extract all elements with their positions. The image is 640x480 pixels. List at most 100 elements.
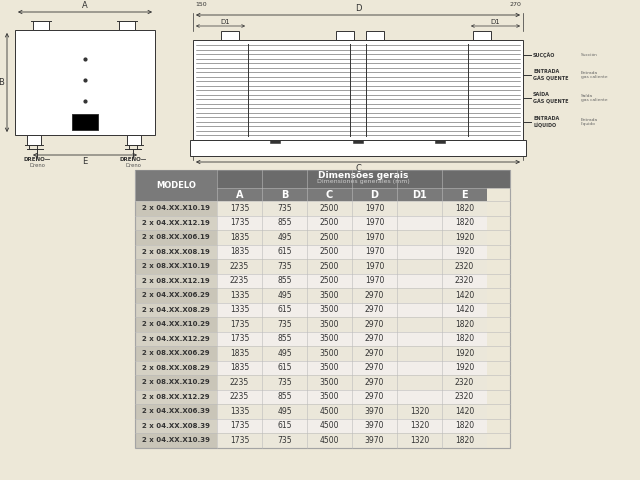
Text: 4500: 4500 bbox=[320, 407, 339, 416]
Text: 1820: 1820 bbox=[455, 204, 474, 213]
Text: 735: 735 bbox=[277, 320, 292, 329]
Bar bbox=[307, 302, 352, 317]
Text: 2970: 2970 bbox=[365, 305, 384, 314]
Bar bbox=[442, 389, 487, 404]
Text: 2970: 2970 bbox=[365, 291, 384, 300]
Text: 2 x 08.XX.X12.29: 2 x 08.XX.X12.29 bbox=[142, 394, 210, 400]
Bar bbox=[352, 201, 397, 216]
Bar bbox=[352, 216, 397, 230]
Bar bbox=[217, 244, 262, 259]
Bar bbox=[473, 31, 491, 40]
Text: 3500: 3500 bbox=[320, 363, 339, 372]
Text: 1420: 1420 bbox=[455, 291, 474, 300]
Text: 735: 735 bbox=[277, 378, 292, 387]
Bar bbox=[217, 259, 262, 274]
Bar bbox=[352, 360, 397, 375]
Text: 1735: 1735 bbox=[230, 218, 249, 227]
Text: 495: 495 bbox=[277, 233, 292, 242]
Text: 2 x 04.XX.X08.39: 2 x 04.XX.X08.39 bbox=[142, 423, 210, 429]
Bar bbox=[336, 31, 354, 40]
Text: 2 x 04.XX.X06.29: 2 x 04.XX.X06.29 bbox=[142, 292, 210, 298]
Bar bbox=[442, 201, 487, 216]
Bar bbox=[135, 404, 217, 419]
Text: 1820: 1820 bbox=[455, 334, 474, 343]
Bar bbox=[217, 433, 262, 447]
Bar bbox=[307, 346, 352, 360]
Text: 2970: 2970 bbox=[365, 349, 384, 358]
Bar bbox=[397, 389, 442, 404]
Text: 1820: 1820 bbox=[455, 218, 474, 227]
Bar bbox=[262, 259, 307, 274]
Bar bbox=[135, 216, 217, 230]
Text: 735: 735 bbox=[277, 204, 292, 213]
Bar bbox=[135, 375, 217, 389]
Bar bbox=[352, 259, 397, 274]
Text: 1835: 1835 bbox=[230, 363, 249, 372]
Bar bbox=[352, 346, 397, 360]
Bar bbox=[217, 419, 262, 433]
Text: 495: 495 bbox=[277, 349, 292, 358]
Bar bbox=[217, 389, 262, 404]
Text: 1820: 1820 bbox=[455, 436, 474, 445]
Bar bbox=[397, 332, 442, 346]
Text: Dreno: Dreno bbox=[125, 163, 141, 168]
Bar bbox=[262, 360, 307, 375]
Bar bbox=[262, 230, 307, 244]
Bar bbox=[435, 140, 445, 143]
Bar bbox=[217, 188, 262, 201]
Text: 2 x 08.XX.X10.29: 2 x 08.XX.X10.29 bbox=[142, 379, 210, 385]
Text: A: A bbox=[82, 1, 88, 10]
Bar bbox=[307, 360, 352, 375]
Text: MODELO: MODELO bbox=[156, 181, 196, 190]
Bar bbox=[135, 170, 217, 201]
Bar bbox=[262, 389, 307, 404]
Text: DRENO—: DRENO— bbox=[120, 157, 147, 162]
Text: 1835: 1835 bbox=[230, 233, 249, 242]
Bar bbox=[135, 433, 217, 447]
Bar bbox=[135, 302, 217, 317]
Text: 1970: 1970 bbox=[365, 262, 384, 271]
Text: 1835: 1835 bbox=[230, 349, 249, 358]
Bar bbox=[262, 302, 307, 317]
Text: Saída
gas caliente: Saída gas caliente bbox=[581, 94, 607, 102]
Text: 2 x 04.XX.X10.29: 2 x 04.XX.X10.29 bbox=[142, 321, 210, 327]
Text: 3500: 3500 bbox=[320, 378, 339, 387]
Text: 2970: 2970 bbox=[365, 378, 384, 387]
Text: 2 x 04.XX.X10.19: 2 x 04.XX.X10.19 bbox=[142, 205, 210, 211]
Bar bbox=[135, 419, 217, 433]
Bar bbox=[307, 274, 352, 288]
Text: Dimensões gerais: Dimensões gerais bbox=[318, 171, 409, 180]
Text: 3500: 3500 bbox=[320, 291, 339, 300]
Bar bbox=[217, 230, 262, 244]
Bar bbox=[217, 201, 262, 216]
Text: 1735: 1735 bbox=[230, 320, 249, 329]
Text: SAÍDA
GÁS QUENTE: SAÍDA GÁS QUENTE bbox=[533, 92, 568, 104]
Bar bbox=[262, 317, 307, 332]
Text: 1420: 1420 bbox=[455, 305, 474, 314]
Bar bbox=[262, 274, 307, 288]
Text: 615: 615 bbox=[277, 421, 292, 430]
Bar bbox=[366, 31, 384, 40]
Text: 2235: 2235 bbox=[230, 378, 249, 387]
Text: 1970: 1970 bbox=[365, 218, 384, 227]
Text: 2500: 2500 bbox=[320, 204, 339, 213]
Bar bbox=[352, 274, 397, 288]
Text: 2235: 2235 bbox=[230, 276, 249, 285]
Bar bbox=[307, 419, 352, 433]
Text: 3500: 3500 bbox=[320, 392, 339, 401]
Bar bbox=[217, 170, 510, 188]
Bar bbox=[352, 288, 397, 302]
Text: 3500: 3500 bbox=[320, 320, 339, 329]
Bar bbox=[397, 244, 442, 259]
Text: 1335: 1335 bbox=[230, 291, 249, 300]
Text: 2500: 2500 bbox=[320, 218, 339, 227]
Text: 2500: 2500 bbox=[320, 262, 339, 271]
Bar bbox=[352, 317, 397, 332]
Bar bbox=[397, 419, 442, 433]
Bar bbox=[352, 230, 397, 244]
Bar bbox=[262, 375, 307, 389]
Text: 2 x 04.XX.X10.39: 2 x 04.XX.X10.39 bbox=[142, 437, 210, 443]
Text: 1970: 1970 bbox=[365, 233, 384, 242]
Bar bbox=[352, 433, 397, 447]
Bar bbox=[217, 332, 262, 346]
